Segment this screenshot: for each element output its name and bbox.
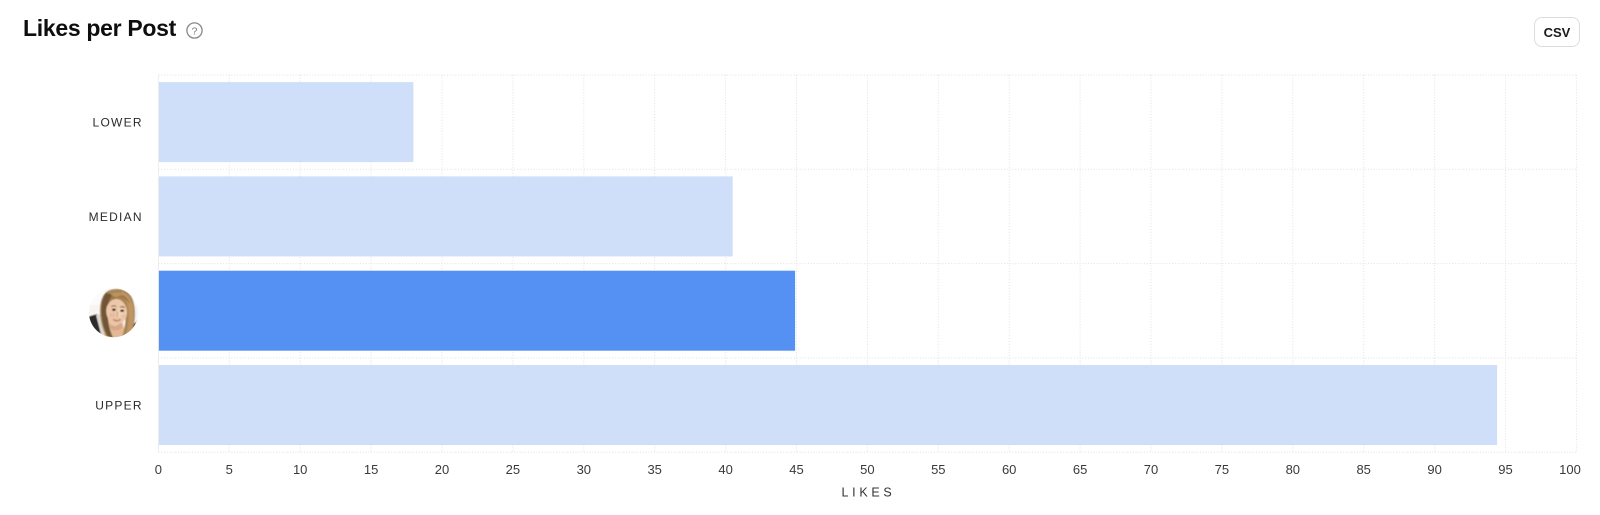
svg-text:20: 20 xyxy=(435,462,449,477)
svg-text:35: 35 xyxy=(647,462,661,477)
svg-text:25: 25 xyxy=(506,462,520,477)
svg-text:10: 10 xyxy=(293,462,307,477)
svg-text:80: 80 xyxy=(1286,462,1300,477)
svg-text:15: 15 xyxy=(364,462,378,477)
svg-text:MEDIAN: MEDIAN xyxy=(89,210,143,224)
svg-text:50: 50 xyxy=(860,462,874,477)
svg-text:UPPER: UPPER xyxy=(95,398,143,412)
svg-text:85: 85 xyxy=(1356,462,1370,477)
svg-text:60: 60 xyxy=(1002,462,1016,477)
svg-text:LIKES: LIKES xyxy=(842,486,896,500)
svg-text:75: 75 xyxy=(1215,462,1229,477)
svg-text:45: 45 xyxy=(789,462,803,477)
svg-text:?: ? xyxy=(192,25,198,37)
svg-text:30: 30 xyxy=(577,462,591,477)
svg-text:100: 100 xyxy=(1559,462,1581,477)
svg-text:0: 0 xyxy=(155,462,162,477)
svg-text:5: 5 xyxy=(226,462,233,477)
svg-text:65: 65 xyxy=(1073,462,1087,477)
svg-text:LOWER: LOWER xyxy=(93,116,143,130)
svg-text:40: 40 xyxy=(718,462,732,477)
svg-text:70: 70 xyxy=(1144,462,1158,477)
svg-text:90: 90 xyxy=(1427,462,1441,477)
svg-text:55: 55 xyxy=(931,462,945,477)
svg-text:95: 95 xyxy=(1498,462,1512,477)
